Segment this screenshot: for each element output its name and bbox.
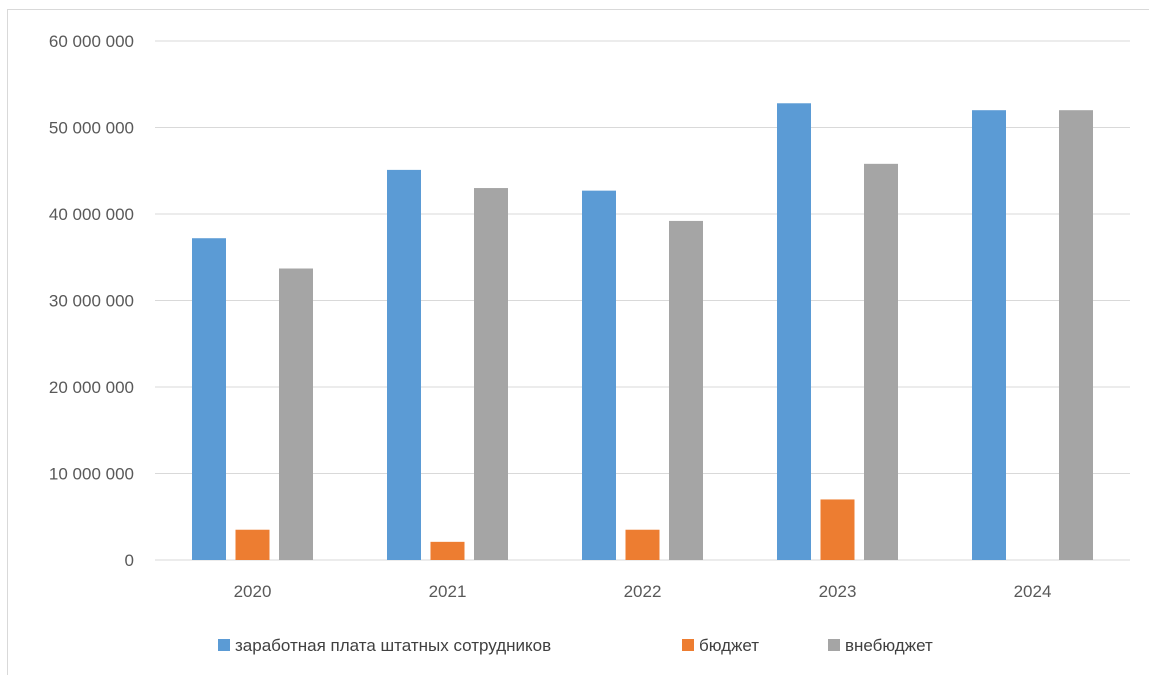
bar-2020-series-2 [279, 268, 313, 560]
bar-2021-series-1 [430, 541, 465, 560]
bar-2022-series-1 [625, 529, 660, 560]
bar-2024-series-2 [1059, 110, 1093, 560]
bar-2021-series-0 [387, 169, 421, 560]
bar-2020-series-1 [235, 529, 270, 560]
bar-2024-series-0 [972, 110, 1006, 560]
y-tick-label: 50 000 000 [49, 119, 134, 138]
x-tick-label: 2023 [819, 582, 857, 601]
bar-2020-series-0 [192, 238, 226, 560]
bar-2021-series-2 [474, 188, 508, 561]
legend-swatch [828, 639, 840, 651]
bar-2022-series-0 [582, 190, 616, 560]
x-axis-tick-labels: 2020 2021 2022 2023 2024 [234, 582, 1052, 601]
y-tick-label: 60 000 000 [49, 32, 134, 51]
y-tick-label: 40 000 000 [49, 205, 134, 224]
x-tick-label: 2021 [429, 582, 467, 601]
y-tick-label: 20 000 000 [49, 378, 134, 397]
y-axis-tick-labels: 0 10 000 000 20 000 000 30 000 000 40 000 00… [49, 32, 134, 570]
bar-2023-series-0 [777, 103, 811, 560]
legend-swatch [682, 639, 694, 651]
y-tick-label: 30 000 000 [49, 292, 134, 311]
bar-2023-series-1 [820, 499, 855, 560]
legend-label: внебюджет [845, 636, 933, 655]
y-tick-label: 0 [125, 551, 134, 570]
y-tick-label: 10 000 000 [49, 465, 134, 484]
bar-2023-series-2 [864, 163, 898, 560]
x-tick-label: 2020 [234, 582, 272, 601]
bars [192, 103, 1093, 561]
x-tick-label: 2024 [1014, 582, 1052, 601]
bar-2022-series-2 [669, 220, 703, 561]
legend-swatch [218, 639, 230, 651]
legend: заработная плата штатных сотрудников бюдж… [218, 636, 933, 655]
x-tick-label: 2022 [624, 582, 662, 601]
legend-label: бюджет [699, 636, 759, 655]
legend-label: заработная плата штатных сотрудников [235, 636, 551, 655]
